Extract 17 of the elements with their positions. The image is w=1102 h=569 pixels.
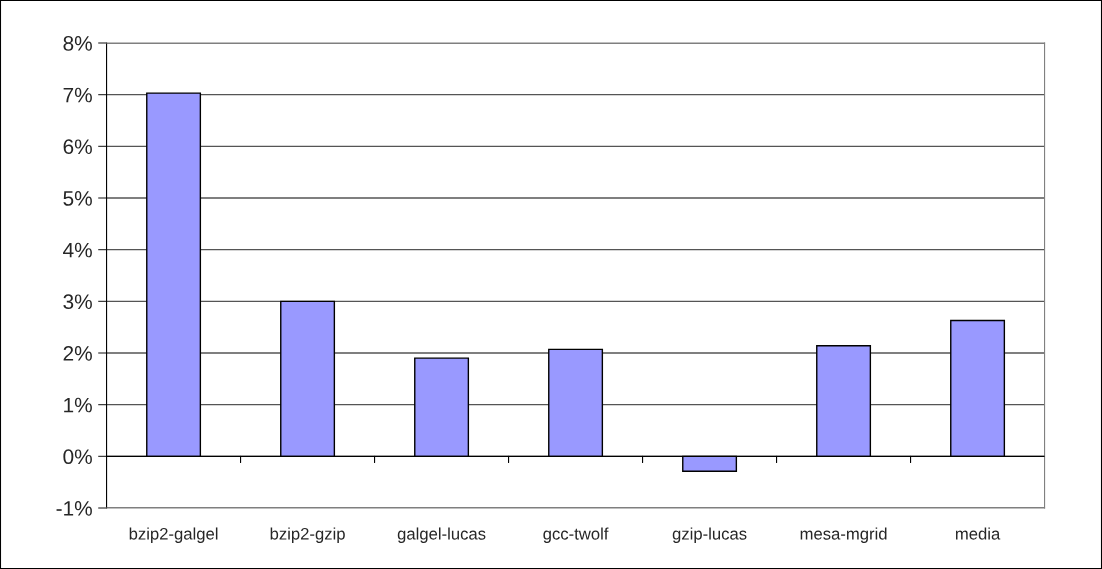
y-tick-label: 6%: [63, 139, 92, 155]
y-tick-label: 4%: [63, 242, 92, 258]
x-tick-label: gzip-lucas: [672, 527, 747, 543]
y-tick-label: 3%: [63, 294, 92, 310]
x-tick-label: gcc-twolf: [543, 527, 609, 543]
y-tick-label: 5%: [63, 191, 92, 206]
y-tick-label: 2%: [63, 346, 92, 361]
x-tick-label: mesa-mgrid: [800, 527, 887, 543]
y-tick-label: 7%: [63, 87, 92, 103]
y-tick-label: -1%: [56, 501, 92, 516]
y-tick-label: 8%: [63, 36, 92, 51]
x-tick-label: media: [955, 527, 1001, 540]
x-tick-label: bzip2-gzip: [270, 527, 345, 543]
y-tick-label: 1%: [64, 397, 92, 413]
y-tick-label: 0%: [63, 449, 92, 465]
x-tick-label: galgel-lucas: [397, 527, 486, 543]
x-tick-label: bzip2-galgel: [129, 527, 218, 543]
